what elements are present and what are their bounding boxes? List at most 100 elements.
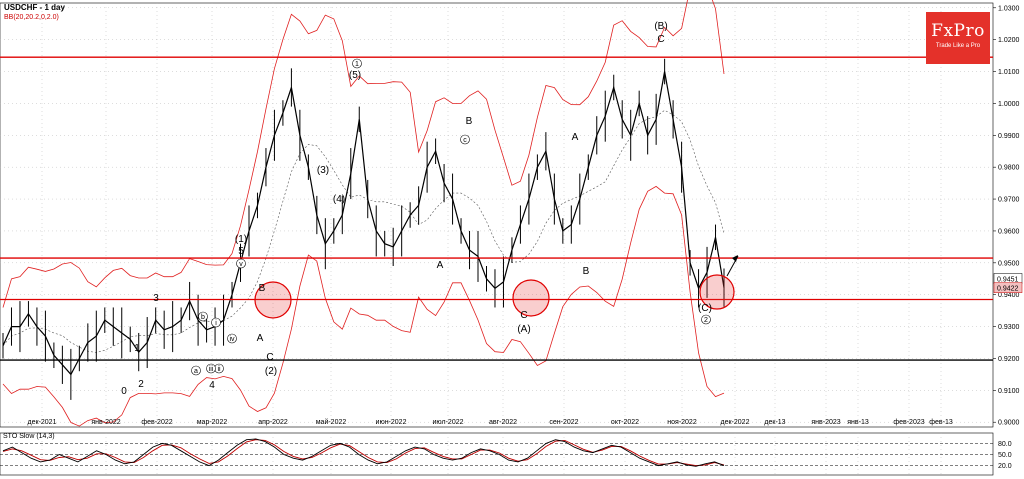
wave-label: (C): [698, 303, 712, 314]
wave-label: 3: [153, 293, 159, 304]
price-panel-frame: [0, 2, 994, 428]
wave-label: B: [583, 266, 590, 277]
wave-label-minor: 2: [704, 317, 708, 324]
time-axis: дек-2021 янв-2022 фев-2022 мар-2022 апр-2022…: [28, 418, 953, 426]
y-tick-label: 0.9700: [998, 197, 1020, 204]
wave-label: B: [259, 283, 266, 294]
x-tick-label: апр-2022: [258, 419, 288, 426]
x-tick-label: янв-2022: [91, 419, 120, 426]
y-tick-label: 0.9900: [998, 133, 1020, 140]
price-tag-label: 0.9422: [997, 286, 1019, 293]
price-axis: 0.9000 0.9100 0.9200 0.9300 0.9400 0.9500 0.96…: [993, 5, 1023, 427]
wave-marker-circle: [198, 311, 208, 322]
wave-label: (3): [317, 165, 329, 176]
y-tick-label: 0.9500: [998, 260, 1020, 267]
chart-grid: [0, 2, 994, 476]
y-tick-label: 1.0100: [998, 69, 1020, 76]
wave-label-minor: 1: [355, 61, 359, 68]
wave-marker-circle: [227, 333, 237, 344]
x-tick-label: дек-2022: [721, 419, 750, 426]
horizontal-levels: [0, 56, 993, 361]
wave-marker-circle: [352, 58, 362, 69]
stochastic-d-line: [2, 439, 725, 467]
wave-label: 0: [121, 386, 127, 397]
y-tick-label: 1.0300: [998, 5, 1020, 12]
stochastic-k-line: [2, 438, 725, 467]
wave-label: (5): [349, 70, 361, 81]
wave-label-minor: iii: [209, 366, 214, 373]
wave-label-minor: c: [463, 137, 467, 144]
y-tick-label: 1.0200: [998, 37, 1020, 44]
wave-label: A: [257, 333, 264, 344]
wave-label: A: [572, 132, 579, 143]
osc-tick-label: 50.0: [998, 452, 1012, 459]
price-tag-label: 0.9451: [997, 276, 1019, 283]
wave-label: (2): [265, 366, 277, 377]
x-tick-label: дек-2021: [28, 419, 57, 426]
y-tick-label: 0.9300: [998, 324, 1020, 331]
wave-label: (A): [517, 324, 530, 335]
highlight-circle: [254, 281, 292, 319]
wave-label-minor: iv: [229, 336, 235, 343]
x-tick-label: фев-2023: [893, 419, 924, 426]
wave-label: (1): [235, 234, 247, 245]
wave-label: C: [266, 352, 273, 363]
x-tick-label: янв-13: [847, 419, 869, 426]
x-tick-label: сен-2022: [549, 419, 578, 426]
lower-band: [2, 185, 725, 427]
x-tick-label: окт-2022: [611, 419, 639, 426]
x-tick-label: май-2022: [316, 418, 347, 426]
logo-tagline: Trade Like a Pro: [935, 43, 981, 49]
wave-label: 2: [138, 379, 144, 390]
price-line: [2, 71, 725, 376]
wave-label-minor: a: [194, 368, 198, 375]
wave-label: 4: [209, 380, 215, 391]
wave-label-minor: i: [215, 320, 217, 327]
indicator-label: BB(20,20.2,0,2.0): [4, 14, 59, 21]
bollinger-bands: [2, 0, 725, 427]
middle-band: [2, 109, 725, 353]
x-tick-label: июл-2022: [433, 419, 464, 426]
stochastic-panel: 80.0 50.0 20.0: [0, 438, 1012, 470]
wave-label: A: [437, 260, 444, 271]
wave-label: B: [466, 116, 473, 127]
y-tick-label: 0.9200: [998, 356, 1020, 363]
x-tick-label: авг-2022: [489, 419, 517, 426]
osc-tick-label: 80.0: [998, 441, 1012, 448]
x-tick-label: янв-2023: [811, 419, 840, 426]
y-tick-label: 0.9100: [998, 388, 1020, 395]
wave-label: C: [657, 34, 664, 45]
x-tick-label: июн-2022: [376, 419, 407, 426]
wave-label-minor: b: [201, 314, 205, 321]
y-tick-label: 0.9400: [998, 292, 1020, 299]
oscillator-title: STO Slow (14,3): [3, 433, 55, 440]
wave-marker-circle: [236, 258, 246, 269]
y-tick-label: 0.9600: [998, 228, 1020, 235]
wave-marker-circle: [460, 134, 470, 145]
x-tick-label: фев-13: [929, 419, 953, 426]
wave-label-minor: ii: [217, 366, 221, 373]
y-tick-label: 0.9000: [998, 420, 1020, 427]
wave-label: (4): [333, 194, 345, 205]
y-tick-label: 1.0000: [998, 101, 1020, 108]
x-tick-label: мар-2022: [197, 419, 228, 426]
price-tag-box: [993, 282, 1023, 293]
projection-arrowhead: [732, 255, 738, 262]
chart-title: USDCHF - 1 day: [4, 3, 65, 12]
y-tick-label: 0.9800: [998, 165, 1020, 172]
price-series: [2, 58, 725, 400]
upper-band: [2, 0, 725, 308]
fxpro-logo: FxPro Trade Like a Pro: [926, 12, 990, 64]
wave-marker-circle: [206, 363, 216, 374]
wave-label-minor: v: [239, 261, 243, 268]
wave-label: 1: [134, 343, 140, 354]
wave-label: C: [520, 310, 527, 321]
x-tick-label: ноя-2022: [667, 419, 697, 426]
wave-marker-circle: [701, 314, 711, 325]
wave-label: (B): [654, 21, 667, 32]
logo-name: FxPro: [931, 21, 985, 41]
osc-tick-label: 20.0: [998, 463, 1012, 470]
wave-label: 5: [238, 246, 244, 257]
highlight-circles: [254, 255, 739, 319]
